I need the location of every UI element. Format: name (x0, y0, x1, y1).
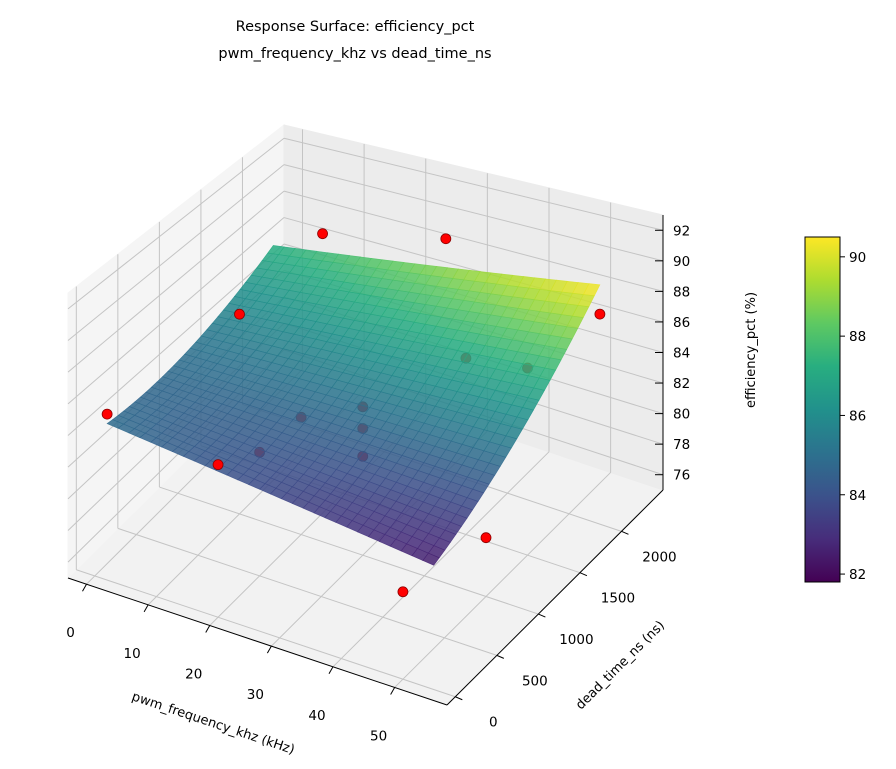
chart-title: Response Surface: efficiency_pct (236, 19, 475, 35)
surface-patch (422, 552, 440, 566)
x-tick-label: 40 (308, 708, 325, 724)
x-tick (328, 666, 334, 675)
data-point (234, 308, 245, 320)
z-tick-label: 76 (673, 468, 690, 484)
colorbar-tick-label: 86 (849, 408, 866, 424)
data-point (594, 308, 606, 320)
x-gridline (394, 472, 611, 688)
z-tick-label: 80 (673, 407, 690, 423)
colorbar-tick-label: 84 (849, 488, 866, 504)
z-tick-label: 86 (673, 315, 690, 331)
data-point (212, 459, 224, 471)
z-gridline (283, 217, 664, 323)
x-axis-line (67, 577, 448, 706)
tick-labels: 0102030405005001000150020007678808284868… (66, 223, 690, 744)
z-gridline (283, 190, 664, 292)
x-tick (82, 583, 87, 592)
y-tick (455, 696, 463, 701)
y-gridline (76, 569, 456, 698)
y-tick (621, 530, 629, 535)
x-tick (390, 687, 396, 695)
points-front (101, 228, 606, 598)
y-gridline (117, 527, 498, 656)
axis-lines (67, 215, 664, 706)
x-tick (143, 604, 149, 613)
z-gridline (283, 164, 664, 262)
y-tick-label: 2000 (642, 549, 676, 565)
x-gridline (332, 451, 550, 668)
x-tick (266, 645, 272, 654)
x-tick-label: 0 (66, 625, 75, 641)
data-point (317, 228, 328, 240)
data-point (101, 408, 113, 420)
y-tick-label: 0 (489, 715, 498, 731)
colorbar-tick-label: 90 (849, 250, 866, 266)
z-gridline (67, 190, 285, 373)
x-axis-label: pwm_frequency_khz (kHz) (130, 689, 297, 757)
z-gridline (67, 243, 285, 436)
z-gridline (67, 217, 285, 405)
data-point (397, 586, 409, 598)
data-point (480, 532, 492, 544)
y-tick (496, 654, 505, 659)
x-tick-label: 10 (124, 646, 141, 662)
x-tick-label: 50 (370, 728, 387, 744)
z-axis-label: efficiency_pct (%) (744, 292, 759, 408)
y-tick-label: 500 (522, 673, 548, 689)
z-tick-label: 88 (673, 284, 690, 300)
chart-subtitle: pwm_frequency_khz vs dead_time_ns (218, 46, 491, 62)
y-gridline (159, 486, 539, 615)
z-tick-label: 78 (673, 437, 690, 453)
x-tick-label: 20 (185, 666, 202, 682)
z-tick-label: 90 (673, 254, 690, 270)
x-tick-label: 30 (247, 687, 264, 703)
colorbar-gradient (804, 236, 841, 583)
z-tick-label: 92 (673, 223, 690, 239)
y-axis-line (446, 489, 664, 706)
y-tick-label: 1000 (559, 632, 593, 648)
y-tick-label: 1500 (601, 591, 635, 607)
z-gridline (67, 164, 285, 341)
colorbar: 82 84 86 88 90 (804, 236, 866, 583)
z-tick-label: 84 (673, 346, 690, 362)
x-tick (205, 625, 211, 633)
z-tick-label: 82 (673, 376, 690, 392)
y-tick (538, 613, 546, 618)
z-gridline (283, 137, 664, 231)
data-point (440, 233, 452, 245)
colorbar-tick-label: 88 (849, 329, 866, 345)
z-gridline (67, 137, 285, 310)
colorbar-tick-label: 82 (849, 567, 866, 583)
y-tick (579, 572, 588, 577)
